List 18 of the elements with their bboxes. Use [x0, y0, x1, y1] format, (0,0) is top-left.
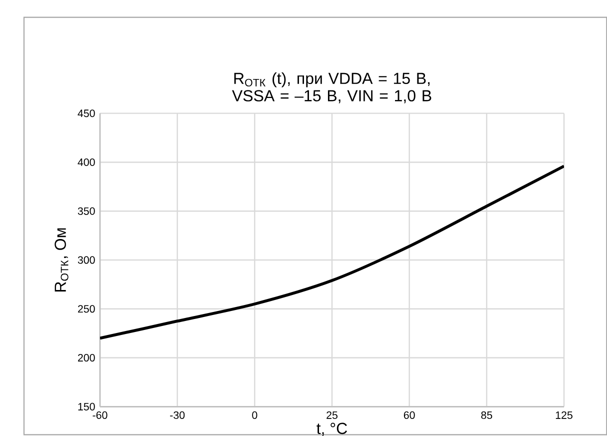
x-tick-label: 25: [326, 411, 338, 419]
x-tick-label: 125: [556, 411, 572, 419]
x-tick-label: 85: [481, 411, 492, 419]
x-axis-title: t, °C: [316, 422, 348, 436]
y-tick-label: 200: [78, 354, 95, 362]
y-tick-label: 350: [78, 207, 95, 215]
y-tick-label: 450: [78, 110, 95, 118]
line-series: [100, 164, 564, 340]
x-tick-label: -30: [170, 411, 185, 419]
chart-title: R$_{ОТК}$ (t), при VDDA = 15 В, VSSA = –15 В, VIN = 1,0 В: [232, 72, 432, 104]
y-axis-title: R$_{ОТК}$, Ом: [54, 228, 68, 292]
y-tick-label: 150: [78, 402, 95, 410]
x-tick-label: 0: [252, 411, 258, 419]
x-tick-label: -60: [92, 411, 108, 419]
y-tick-label: 400: [78, 158, 95, 166]
y-tick-label: 250: [78, 305, 95, 313]
x-tick-label: 60: [404, 411, 415, 419]
y-tick-label: 300: [78, 256, 95, 264]
